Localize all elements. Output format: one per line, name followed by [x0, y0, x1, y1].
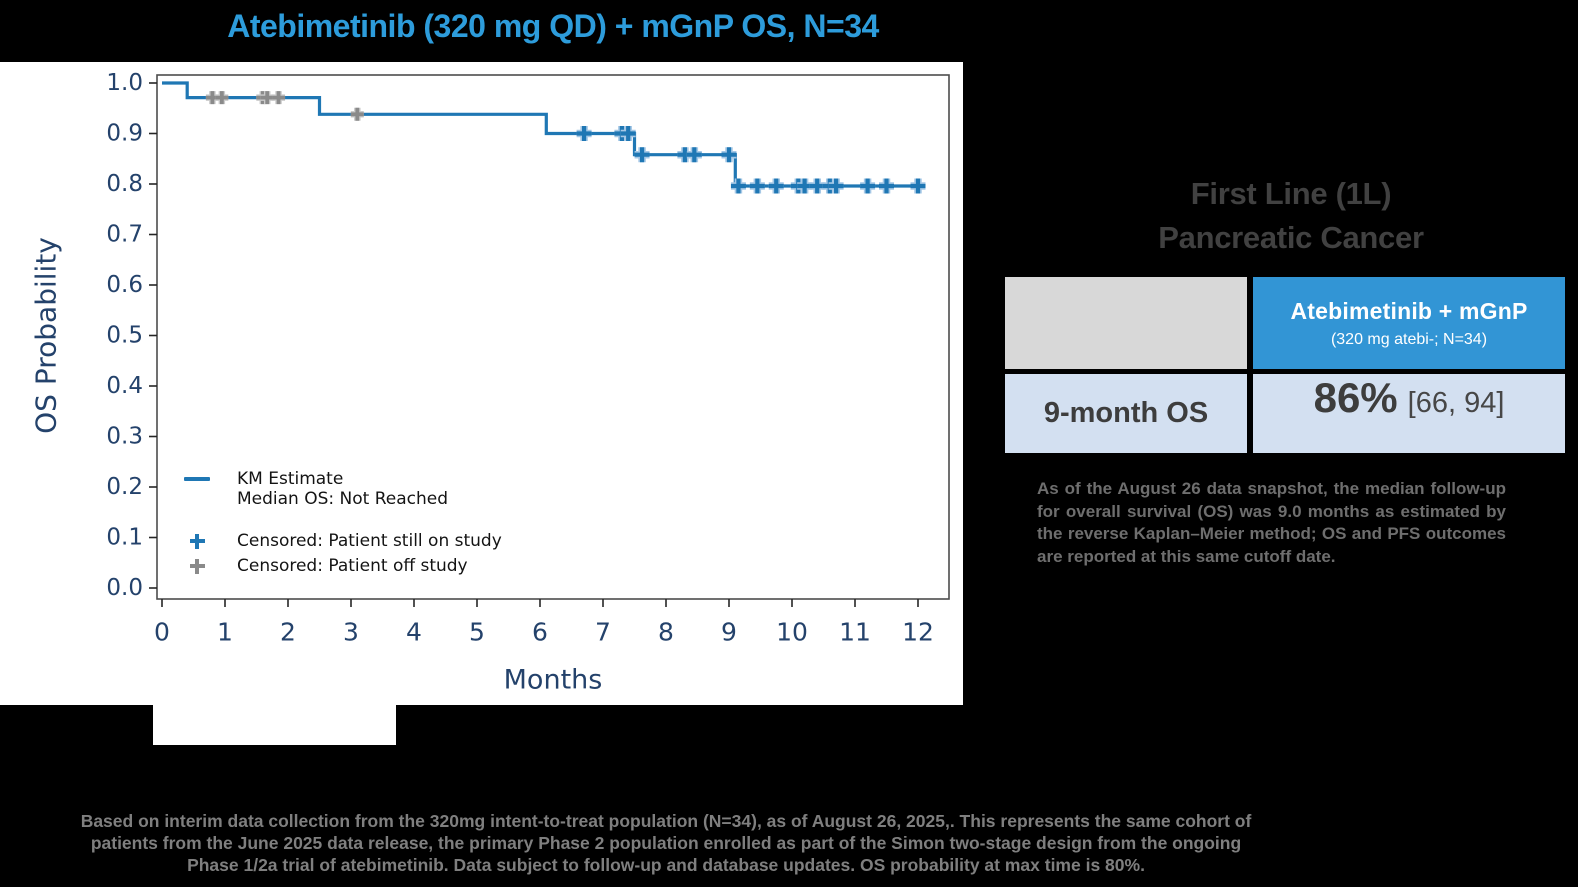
arm-name: Atebimetinib + mGnP	[1290, 297, 1528, 324]
legend-gap	[184, 509, 502, 531]
plus-marker-blue-icon	[189, 533, 205, 549]
table-corner-cell	[1005, 277, 1247, 369]
footnote-line2: patients from the June 2025 data release…	[90, 833, 1242, 853]
right-heading-line2: Pancreatic Cancer	[1158, 220, 1424, 255]
x-tick-label: 11	[839, 618, 871, 647]
x-tick-label: 4	[406, 618, 422, 647]
right-heading: First Line (1L) Pancreatic Cancer	[1006, 172, 1576, 260]
os-percentage: 86%	[1313, 374, 1398, 421]
x-tick-label: 1	[217, 618, 233, 647]
chart-title: Atebimetinib (320 mg QD) + mGnP OS, N=34	[227, 8, 879, 44]
x-tick-label: 9	[721, 618, 737, 647]
y-tick-label: 0.9	[106, 121, 143, 147]
legend-km-label: KM Estimate	[237, 469, 344, 489]
legend-censored-on-label: Censored: Patient still on study	[237, 531, 502, 551]
footnote: Based on interim data collection from th…	[0, 810, 1332, 876]
y-tick-label: 0.4	[106, 373, 143, 399]
km-chart-panel: 0 1 2 3 4 5 6 7 8 9 10 11 12 Months 0.0 0.1 0.2 0.3 0.4 0.5…	[0, 62, 963, 705]
legend-row-censored-on: Censored: Patient still on study	[184, 531, 502, 551]
x-tick-label: 2	[280, 618, 296, 647]
x-tick-label: 7	[595, 618, 611, 647]
x-tick-label: 5	[469, 618, 485, 647]
x-axis-title: Months	[504, 665, 603, 696]
right-heading-line1: First Line (1L)	[1190, 176, 1392, 211]
x-tick-label: 0	[154, 618, 170, 647]
y-axis-title: OS Probability	[30, 237, 63, 434]
snapshot-note: As of the August 26 data snapshot, the m…	[1037, 479, 1506, 566]
censored-off-study-swatch	[184, 558, 210, 574]
legend-row-median: Median OS: Not Reached	[184, 489, 502, 509]
y-tick-label: 0.5	[106, 323, 143, 349]
footnote-line3: Phase 1/2a trial of atebimetinib. Data s…	[187, 855, 1145, 875]
table-row-label: 9-month OS	[1005, 374, 1247, 453]
km-curve	[162, 81, 918, 188]
legend-median-label: Median OS: Not Reached	[237, 489, 449, 509]
y-tick-label: 0.7	[106, 222, 143, 248]
censor-marks-on-study	[576, 126, 926, 194]
km-line-swatch	[184, 477, 210, 481]
plot-border	[156, 74, 950, 600]
y-tick-label: 0.2	[106, 474, 143, 500]
y-tick-label: 1.0	[106, 70, 143, 96]
y-tick-label: 0.6	[106, 272, 143, 298]
legend-censored-off-label: Censored: Patient off study	[237, 556, 468, 576]
km-legend: KM Estimate Median OS: Not Reached Censo…	[184, 469, 502, 576]
white-spacer-block	[153, 705, 396, 745]
table-arm-header-cell: Atebimetinib + mGnP (320 mg atebi-; N=34…	[1253, 277, 1565, 369]
y-tick-label: 0.0	[106, 575, 143, 601]
table-row-value: 86% [66, 94]	[1253, 374, 1565, 453]
plus-marker-gray-icon	[189, 558, 205, 574]
y-tick-label: 0.8	[106, 171, 143, 197]
os-confidence-interval: [66, 94]	[1407, 387, 1505, 419]
legend-row-km: KM Estimate	[184, 469, 502, 489]
x-tick-label: 3	[343, 618, 359, 647]
y-axis	[149, 82, 157, 589]
y-tick-label: 0.3	[106, 424, 143, 450]
censor-marks-off-study	[205, 91, 364, 121]
y-tick-label: 0.1	[106, 525, 143, 551]
censored-on-study-swatch	[184, 533, 210, 549]
x-tick-label: 6	[532, 618, 548, 647]
x-axis	[161, 599, 919, 607]
km-chart: 0 1 2 3 4 5 6 7 8 9 10 11 12Months0.00.10.20.30.40.5…	[30, 70, 950, 696]
legend-row-censored-off: Censored: Patient off study	[184, 556, 502, 576]
results-table: Atebimetinib + mGnP (320 mg atebi-; N=34…	[1005, 277, 1565, 453]
x-tick-label: 8	[658, 618, 674, 647]
x-tick-label: 10	[776, 618, 808, 647]
footnote-line1: Based on interim data collection from th…	[80, 811, 1252, 831]
x-tick-label: 12	[902, 618, 934, 647]
km-line-icon	[184, 477, 210, 481]
arm-subtitle: (320 mg atebi-; N=34)	[1330, 330, 1488, 348]
